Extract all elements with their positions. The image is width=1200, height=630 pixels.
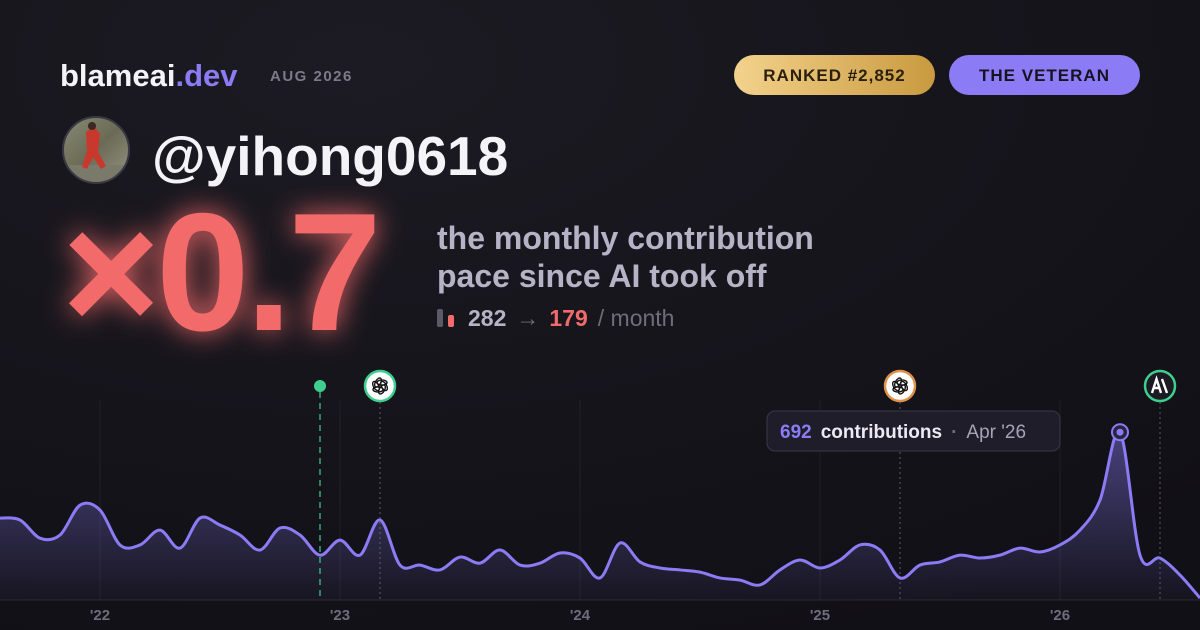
description-line: pace since AI took off bbox=[437, 258, 767, 294]
x-tick-label: '23 bbox=[330, 607, 350, 624]
event-marker bbox=[314, 380, 326, 600]
event-icon-petal bbox=[893, 377, 903, 388]
brand-name: blameai bbox=[60, 58, 175, 93]
tooltip-date: Apr '26 bbox=[966, 422, 1026, 443]
pace-arrow: → bbox=[516, 305, 539, 331]
x-tick-label: '25 bbox=[810, 607, 830, 624]
event-marker bbox=[883, 369, 917, 600]
x-tick-label: '26 bbox=[1050, 607, 1070, 624]
event-icon-bg bbox=[883, 369, 917, 403]
pace-unit: / month bbox=[598, 305, 675, 331]
badge-rank-text: RANKED #2,852 bbox=[763, 66, 905, 85]
event-icon-petal bbox=[376, 379, 388, 386]
x-tick-label: '22 bbox=[90, 607, 110, 624]
event-marker bbox=[1143, 369, 1177, 600]
chart: '22 '23 '24 '25 '26 692 contributions · Apr '26 bbox=[0, 369, 1200, 624]
pace-icon bbox=[437, 309, 454, 327]
multiplier: ×0.7 bbox=[62, 178, 378, 366]
pace-after: 179 bbox=[549, 305, 587, 331]
badge-rank bbox=[734, 55, 935, 95]
x-tick-label: '24 bbox=[570, 607, 591, 624]
tooltip-unit: contributions bbox=[821, 422, 942, 443]
brand: blameai.dev bbox=[60, 58, 238, 93]
event-icon-petal bbox=[896, 379, 908, 386]
tooltip-value: 692 bbox=[780, 422, 812, 443]
event-icon-glyph bbox=[1150, 375, 1169, 394]
tooltip-point bbox=[1116, 428, 1124, 436]
badge-title bbox=[949, 55, 1140, 95]
user-handle: @yihong0618 bbox=[152, 125, 508, 187]
description-line: the monthly contribution bbox=[437, 220, 814, 256]
event-icon-petal bbox=[373, 377, 383, 388]
pace: 282 → 179 / month bbox=[468, 305, 674, 331]
pace-before: 282 bbox=[468, 305, 506, 331]
event-icon-bg bbox=[363, 369, 397, 403]
brand-tld: .dev bbox=[175, 58, 238, 93]
area-fill bbox=[0, 431, 1200, 600]
tooltip-text: 692 contributions · Apr '26 bbox=[780, 422, 1026, 443]
tooltip-box bbox=[766, 410, 1061, 452]
avatar bbox=[62, 116, 130, 184]
badge-title-text: THE VETERAN bbox=[979, 66, 1110, 85]
event-marker bbox=[363, 369, 397, 600]
brand-date: AUG 2026 bbox=[270, 68, 353, 85]
tooltip-separator: · bbox=[951, 422, 957, 443]
event-dot bbox=[314, 380, 326, 392]
area-line bbox=[0, 429, 1200, 600]
